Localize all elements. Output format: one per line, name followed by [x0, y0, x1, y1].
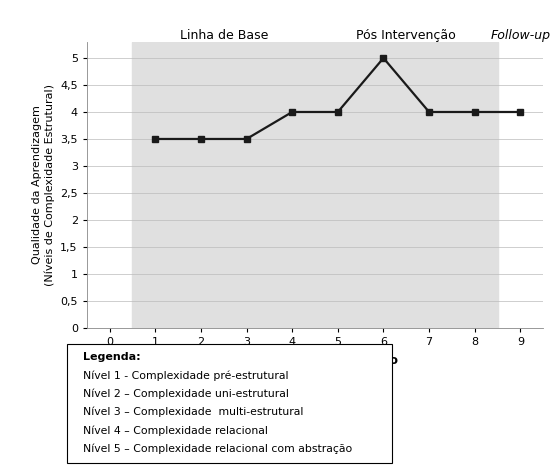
Text: Linha de Base: Linha de Base: [180, 29, 268, 42]
Text: Nível 2 – Complexidade uni-estrutural: Nível 2 – Complexidade uni-estrutural: [83, 389, 290, 399]
Bar: [132, 42, 315, 328]
Y-axis label: Qualidade da Aprendizagem
(Níveis de Complexidade Estrutural): Qualidade da Aprendizagem (Níveis de Com…: [32, 84, 54, 286]
Text: Legenda:: Legenda:: [83, 352, 141, 362]
X-axis label: Momentos de Avaliação: Momentos de Avaliação: [232, 354, 398, 367]
FancyBboxPatch shape: [67, 344, 392, 463]
Text: Pós Intervenção: Pós Intervenção: [356, 29, 456, 42]
Text: Nível 3 – Complexidade  multi-estrutural: Nível 3 – Complexidade multi-estrutural: [83, 407, 304, 418]
Text: Nível 1 - Complexidade pré-estrutural: Nível 1 - Complexidade pré-estrutural: [83, 370, 289, 381]
Text: Nível 5 – Complexidade relacional com abstração: Nível 5 – Complexidade relacional com ab…: [83, 444, 353, 454]
Text: Nível 4 – Complexidade relacional: Nível 4 – Complexidade relacional: [83, 425, 268, 436]
Text: Follow-up: Follow-up: [491, 29, 550, 42]
Bar: [315, 42, 497, 328]
